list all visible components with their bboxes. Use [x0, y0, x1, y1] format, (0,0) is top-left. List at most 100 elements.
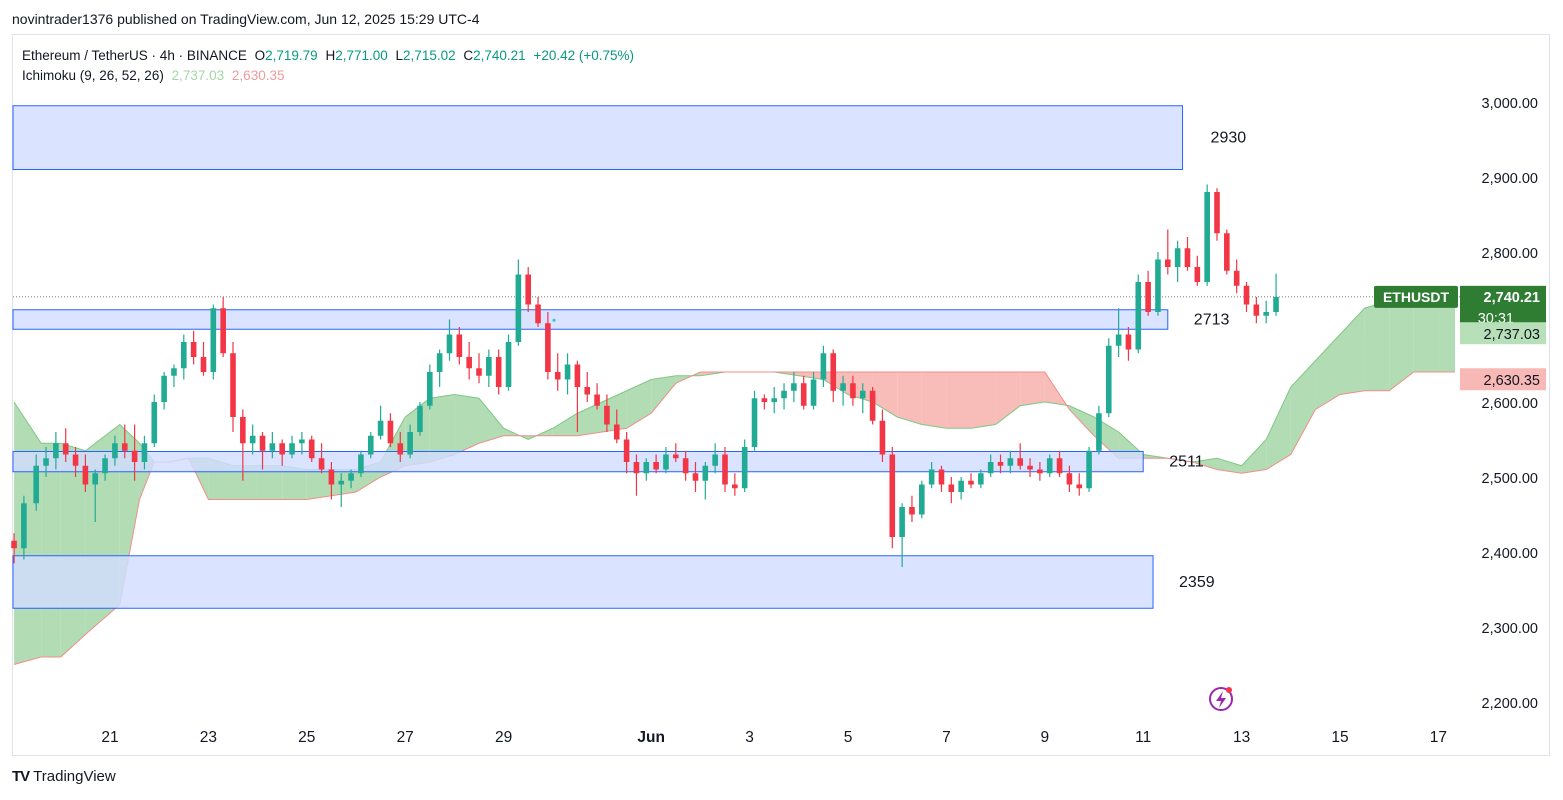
- candle-body[interactable]: [397, 443, 404, 455]
- candle-body[interactable]: [840, 383, 846, 391]
- candle-body[interactable]: [545, 323, 551, 372]
- candle-body[interactable]: [328, 469, 335, 485]
- candle-body[interactable]: [367, 435, 374, 455]
- zone-box-2511[interactable]: [12, 451, 1144, 473]
- candle-body[interactable]: [673, 454, 679, 459]
- snapshot-lightning-icon[interactable]: [1209, 687, 1233, 711]
- candle-body[interactable]: [820, 353, 827, 380]
- candle-body[interactable]: [928, 469, 935, 485]
- candle-body[interactable]: [948, 484, 955, 493]
- candle-body[interactable]: [800, 383, 807, 406]
- candle-body[interactable]: [1174, 248, 1181, 267]
- candle-body[interactable]: [1037, 469, 1043, 474]
- candle-body[interactable]: [102, 458, 108, 474]
- candle-body[interactable]: [515, 274, 522, 343]
- candle-body[interactable]: [830, 353, 837, 391]
- candle-body[interactable]: [859, 390, 866, 399]
- candle-body[interactable]: [1253, 304, 1260, 316]
- candle-body[interactable]: [653, 462, 659, 470]
- candle-body[interactable]: [987, 462, 994, 474]
- candle-body[interactable]: [1115, 334, 1122, 346]
- candle-body[interactable]: [92, 473, 99, 485]
- candle-body[interactable]: [968, 480, 974, 485]
- candle-body[interactable]: [732, 484, 738, 489]
- candle-body[interactable]: [131, 450, 138, 462]
- candle-body[interactable]: [318, 458, 325, 470]
- candle-body[interactable]: [1165, 259, 1171, 268]
- candle-body[interactable]: [476, 368, 482, 376]
- candle-body[interactable]: [338, 480, 345, 485]
- candle-body[interactable]: [574, 364, 581, 388]
- candle-body[interactable]: [112, 443, 118, 459]
- candle-body[interactable]: [82, 465, 89, 485]
- candle-body[interactable]: [141, 443, 148, 462]
- candle-body[interactable]: [269, 443, 276, 451]
- candle-body[interactable]: [850, 383, 856, 399]
- candle-body[interactable]: [623, 439, 630, 463]
- candle-body[interactable]: [741, 447, 748, 489]
- candle-body[interactable]: [525, 274, 531, 305]
- candle-body[interactable]: [240, 417, 246, 444]
- candle-body[interactable]: [702, 465, 709, 481]
- candle-body[interactable]: [308, 439, 315, 459]
- candle-body[interactable]: [436, 353, 443, 372]
- candle-body[interactable]: [1194, 267, 1201, 282]
- candle-body[interactable]: [751, 398, 758, 447]
- zone-box-2930[interactable]: [12, 105, 1184, 170]
- candle-body[interactable]: [456, 334, 463, 358]
- candle-body[interactable]: [1056, 458, 1063, 474]
- candle-body[interactable]: [1125, 334, 1132, 350]
- candle-body[interactable]: [505, 342, 512, 387]
- candle-body[interactable]: [43, 458, 49, 466]
- candle-body[interactable]: [761, 398, 768, 402]
- candle-body[interactable]: [446, 334, 453, 354]
- candle-body[interactable]: [72, 454, 79, 466]
- candle-body[interactable]: [151, 402, 158, 444]
- candle-body[interactable]: [200, 357, 207, 372]
- candle-body[interactable]: [11, 540, 17, 549]
- candle-body[interactable]: [171, 368, 177, 376]
- candle-body[interactable]: [938, 469, 945, 485]
- candle-body[interactable]: [466, 357, 472, 369]
- candle-body[interactable]: [1076, 484, 1083, 489]
- candle-body[interactable]: [358, 454, 364, 474]
- candle-body[interactable]: [1145, 282, 1151, 312]
- zone-box-2713[interactable]: [12, 309, 1169, 330]
- candle-body[interactable]: [869, 390, 876, 421]
- candle-body[interactable]: [712, 454, 718, 466]
- candle-body[interactable]: [554, 372, 561, 380]
- candle-body[interactable]: [495, 357, 502, 387]
- candle-body[interactable]: [181, 342, 187, 369]
- candle-body[interactable]: [899, 507, 905, 537]
- candle-body[interactable]: [33, 465, 39, 504]
- candle-body[interactable]: [427, 372, 433, 406]
- candle-body[interactable]: [997, 462, 1004, 466]
- candle-body[interactable]: [564, 364, 571, 380]
- symbol-badge[interactable]: [1374, 285, 1458, 308]
- candle-body[interactable]: [249, 435, 256, 444]
- candle-body[interactable]: [604, 405, 610, 425]
- candle-body[interactable]: [299, 439, 305, 444]
- candle-body[interactable]: [594, 394, 600, 406]
- candle-body[interactable]: [62, 443, 69, 455]
- candle-body[interactable]: [348, 473, 354, 481]
- candle-body[interactable]: [1007, 458, 1014, 466]
- candle-body[interactable]: [1233, 270, 1240, 286]
- chart-frame[interactable]: [12, 34, 1550, 756]
- candle-body[interactable]: [1105, 345, 1112, 414]
- candle-body[interactable]: [1214, 192, 1220, 234]
- candle-body[interactable]: [1017, 458, 1023, 466]
- candle-body[interactable]: [1184, 248, 1191, 267]
- candle-body[interactable]: [279, 443, 285, 455]
- candle-body[interactable]: [1224, 233, 1230, 271]
- candle-body[interactable]: [259, 435, 266, 451]
- candle-body[interactable]: [210, 308, 217, 372]
- candle-body[interactable]: [781, 390, 787, 399]
- candle-body[interactable]: [190, 342, 197, 357]
- candle-body[interactable]: [978, 473, 984, 485]
- candle-body[interactable]: [1046, 458, 1053, 474]
- symbol-line[interactable]: Ethereum / TetherUS · 4h · BINANCE: [22, 48, 247, 63]
- candle-body[interactable]: [289, 443, 295, 455]
- candle-body[interactable]: [1096, 413, 1102, 451]
- candle-body[interactable]: [1027, 465, 1033, 470]
